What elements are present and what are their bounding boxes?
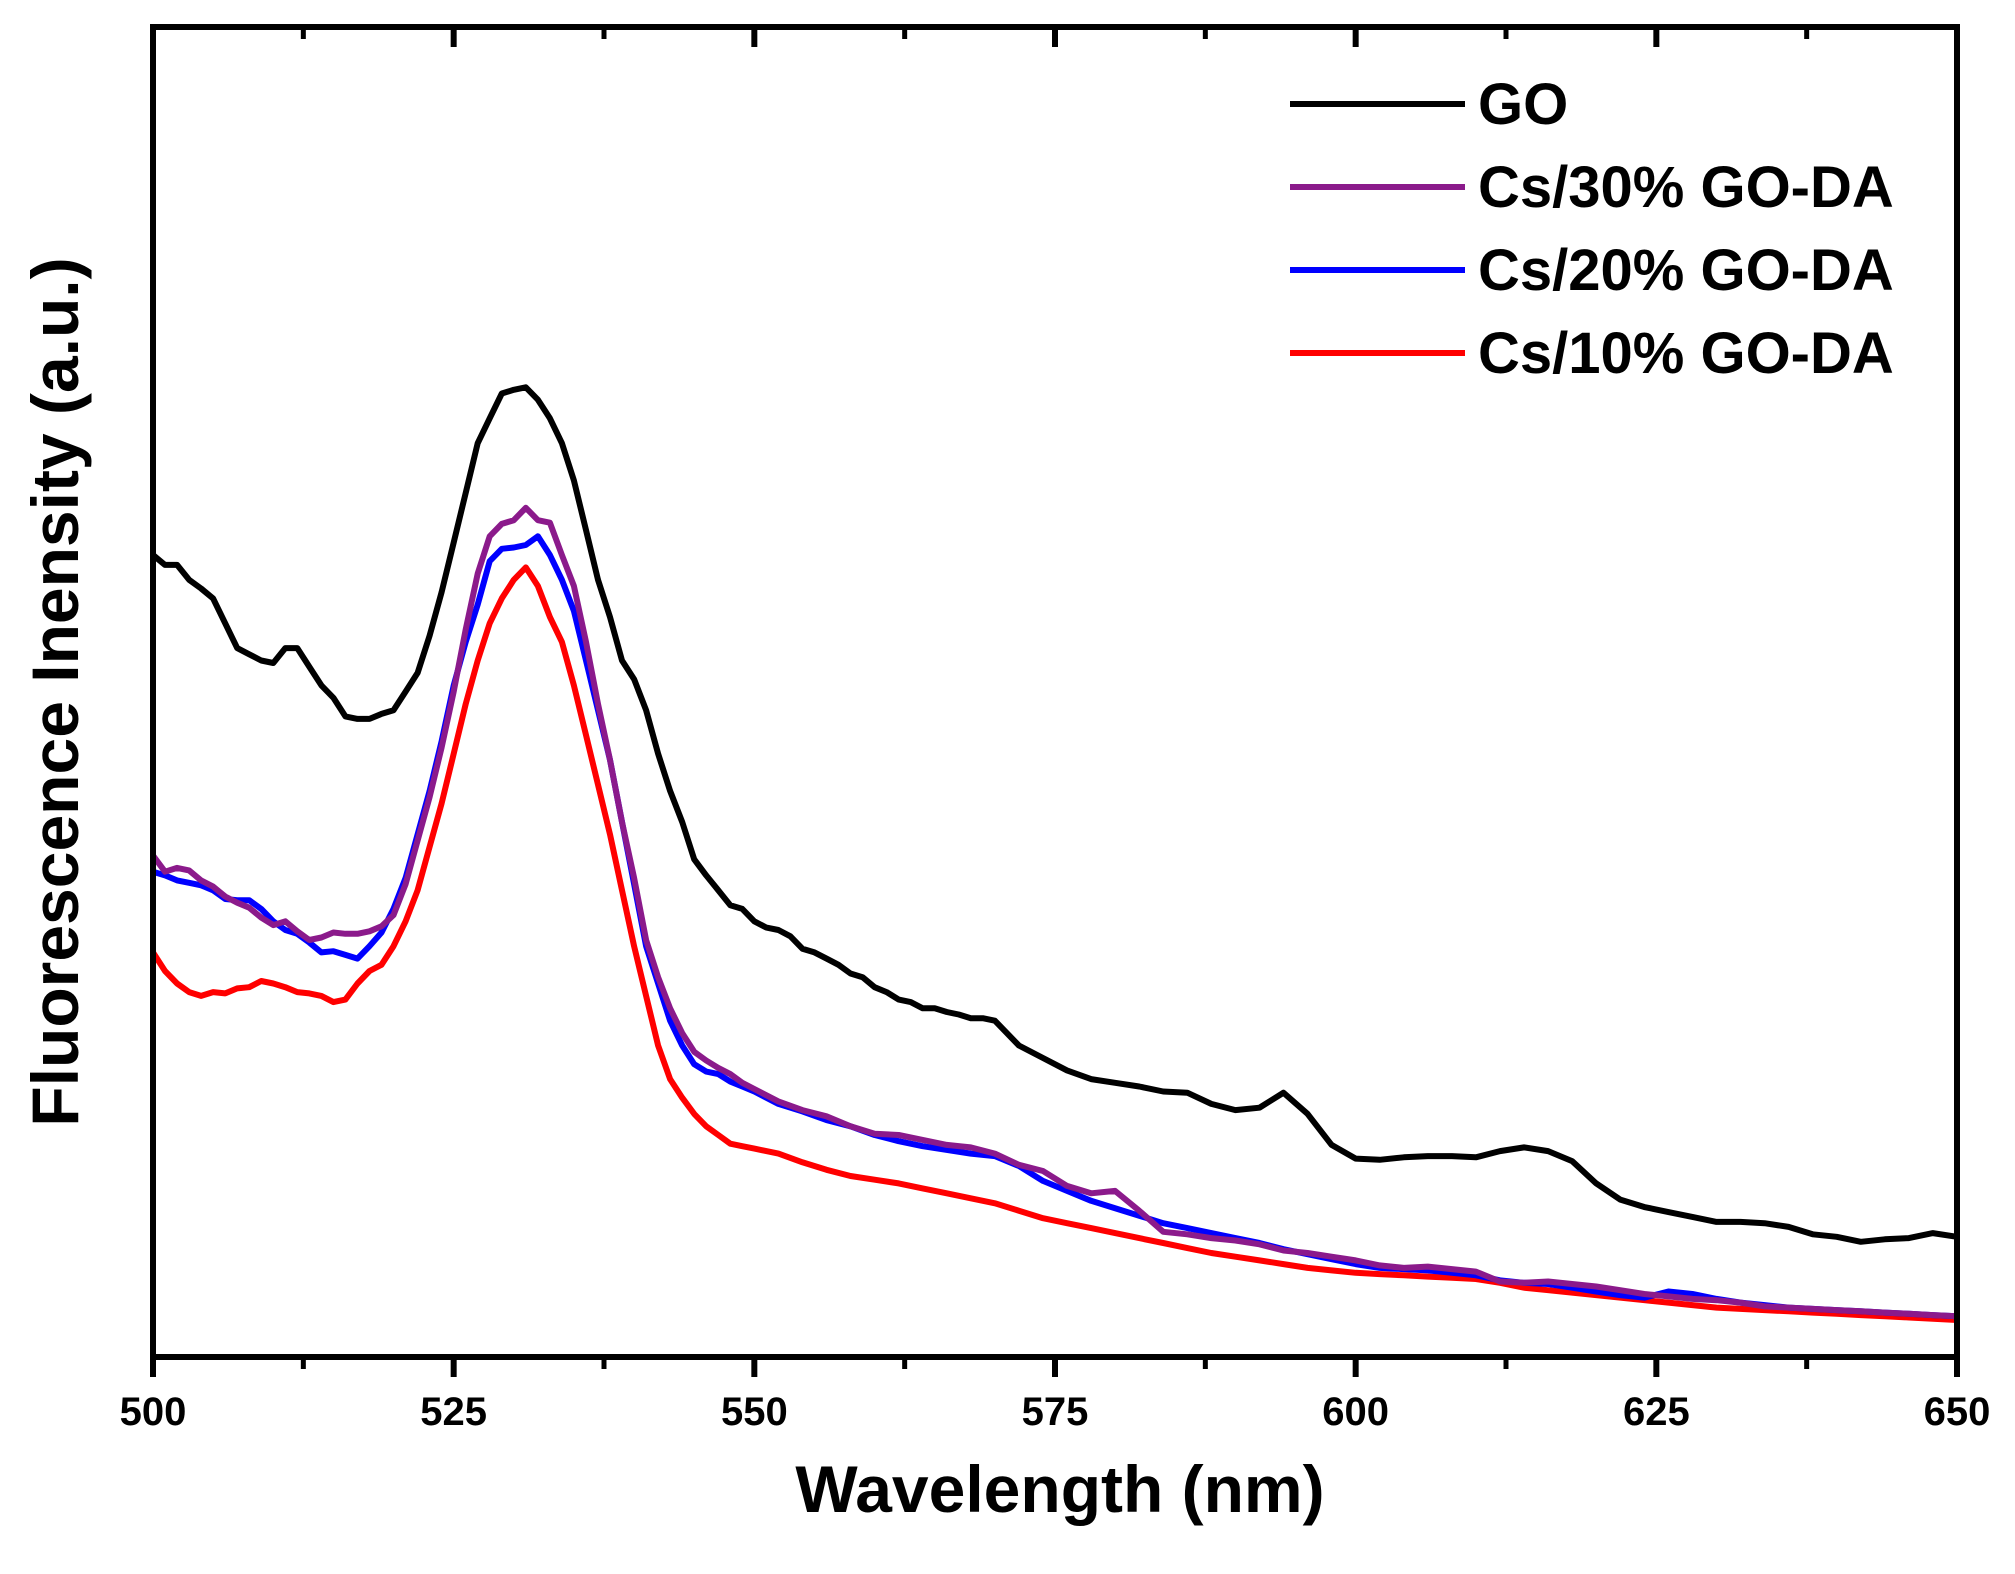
x-tick-label: 575 — [1022, 1390, 1089, 1434]
x-axis-title: Wavelength (nm) — [795, 1452, 1324, 1526]
x-tick-label: 525 — [420, 1390, 487, 1434]
x-tick-label: 600 — [1322, 1390, 1389, 1434]
legend-label-go: GO — [1478, 72, 1568, 137]
legend-label-cs-30-go-da: Cs/30% GO-DA — [1478, 155, 1894, 220]
legend-label-cs-20-go-da: Cs/20% GO-DA — [1478, 238, 1894, 303]
x-tick-label: 625 — [1623, 1390, 1690, 1434]
x-tick-label: 550 — [721, 1390, 788, 1434]
series-line-cs-10-go-da — [150, 564, 1960, 1323]
legend: GO Cs/30% GO-DA Cs/20% GO-DA Cs/10% GO-DA — [1290, 72, 1894, 386]
x-tick-label: 500 — [120, 1390, 187, 1434]
series-layer — [150, 384, 1960, 1323]
legend-label-cs-10-go-da: Cs/10% GO-DA — [1478, 321, 1894, 386]
tick-layer: 500 525 550 575 600 625 650 — [120, 27, 1991, 1434]
x-tick-label: 650 — [1924, 1390, 1991, 1434]
y-axis-title: Fluorescence Inensity (a.u.) — [18, 257, 92, 1126]
series-line-go — [150, 384, 1960, 1245]
series-line-cs-30-go-da — [150, 504, 1960, 1320]
